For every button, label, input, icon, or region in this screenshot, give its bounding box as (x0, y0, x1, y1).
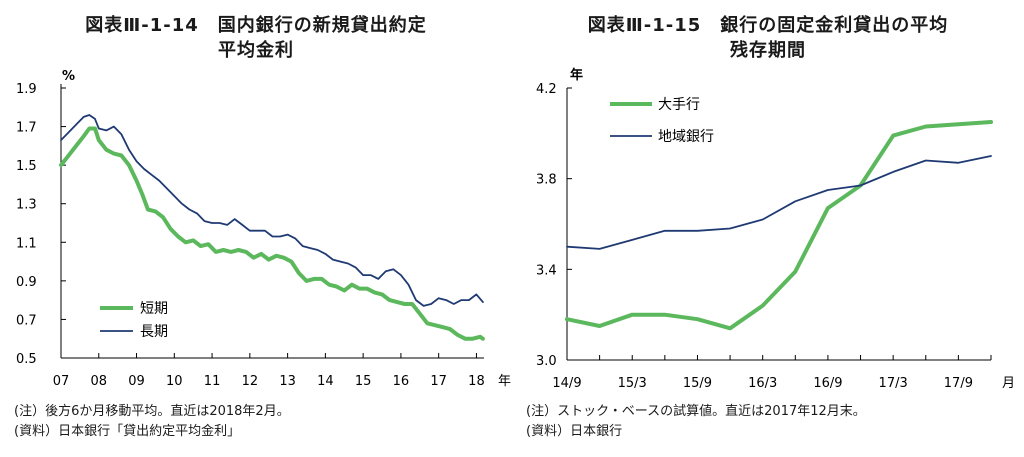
y-tick-label: 1.1 (16, 236, 37, 251)
y-tick-label: 1.7 (16, 121, 37, 136)
x-tick-label: 16/3 (748, 376, 777, 391)
chart-right: 4.2 3.8 3.4 3.0 14/9 15/3 15/9 16/3 16/9 17/3 17/9… (536, 67, 1015, 391)
chart-left: 1.9 1.7 1.5 1.3 1.1 0.9 0.7 0.5 07 08 09 10 11 12 13 14… (16, 69, 511, 389)
x-tick-label: 09 (128, 374, 145, 389)
x-tick-label: 12 (242, 374, 259, 389)
legend-label: 大手行 (658, 97, 700, 113)
legend-label: 地域銀行 (658, 129, 714, 145)
x-tick-label: 17/9 (944, 376, 973, 391)
x-axis-unit: 月 (1002, 376, 1015, 391)
chart-note: (注）後方6か月移動平均。直近は2018年2月。 (14, 404, 290, 419)
x-tick-label: 14/9 (552, 376, 581, 391)
chart-note: (注）ストック・ベースの試算値。直近は2017年12月末。 (526, 404, 866, 419)
x-tick-label: 16/9 (813, 376, 842, 391)
y-tick-label: 1.9 (16, 82, 37, 97)
series-line-短期 (59, 126, 485, 341)
x-tick-label: 08 (90, 374, 107, 389)
y-tick-label: 3.8 (536, 173, 557, 188)
x-tick-label: 14 (317, 374, 334, 389)
chart-panel-right: 図表Ⅲ-1-15 銀行の固定金利貸出の平均 残存期間 4.2 3.8 3.4 3.0 1… (512, 0, 1024, 457)
y-axis-unit: 年 (570, 67, 583, 83)
x-tick-label: 15/9 (683, 376, 712, 391)
y-tick-label: 3.4 (536, 263, 557, 278)
legend-label: 長期 (140, 324, 168, 340)
chart-title-line2: 平均金利 (218, 40, 294, 61)
series-line-地域銀行 (566, 155, 992, 250)
y-tick-label: 0.7 (16, 313, 37, 328)
y-tick-label: 0.5 (16, 352, 37, 367)
chart-source: (資料）日本銀行 (526, 424, 623, 439)
x-tick-label: 13 (279, 374, 296, 389)
chart-title-line2: 残存期間 (730, 40, 806, 61)
y-tick-label: 4.2 (536, 82, 557, 97)
x-tick-label: 11 (204, 374, 221, 389)
y-tick-label: 1.3 (16, 198, 37, 213)
chart-title-line1: 図表Ⅲ-1-14 国内銀行の新規貸出約定 (85, 15, 427, 36)
series-line-大手行 (565, 120, 993, 331)
x-tick-label: 17/3 (879, 376, 908, 391)
y-tick-label: 1.5 (16, 159, 37, 174)
x-tick-label: 15 (355, 374, 372, 389)
x-tick-label: 17 (430, 374, 447, 389)
x-tick-label: 07 (53, 374, 70, 389)
chart-panel-left: 図表Ⅲ-1-14 国内銀行の新規貸出約定 平均金利 1.9 1.7 1.5 1.3 1.… (14, 15, 511, 439)
legend-label: 短期 (140, 301, 168, 317)
x-tick-label: 15/3 (618, 376, 647, 391)
x-tick-label: 10 (166, 374, 183, 389)
x-tick-label: 16 (393, 374, 410, 389)
y-tick-label: 3.0 (536, 354, 557, 369)
y-axis-unit: % (62, 69, 75, 84)
chart-title-line1: 図表Ⅲ-1-15 銀行の固定金利貸出の平均 (587, 15, 949, 36)
y-tick-label: 0.9 (16, 275, 37, 290)
series-line-長期 (60, 114, 484, 307)
x-tick-label: 18 (468, 374, 485, 389)
x-axis-unit: 年 (498, 374, 511, 389)
chart-source: (資料）日本銀行「貸出約定平均金利」 (14, 424, 241, 439)
